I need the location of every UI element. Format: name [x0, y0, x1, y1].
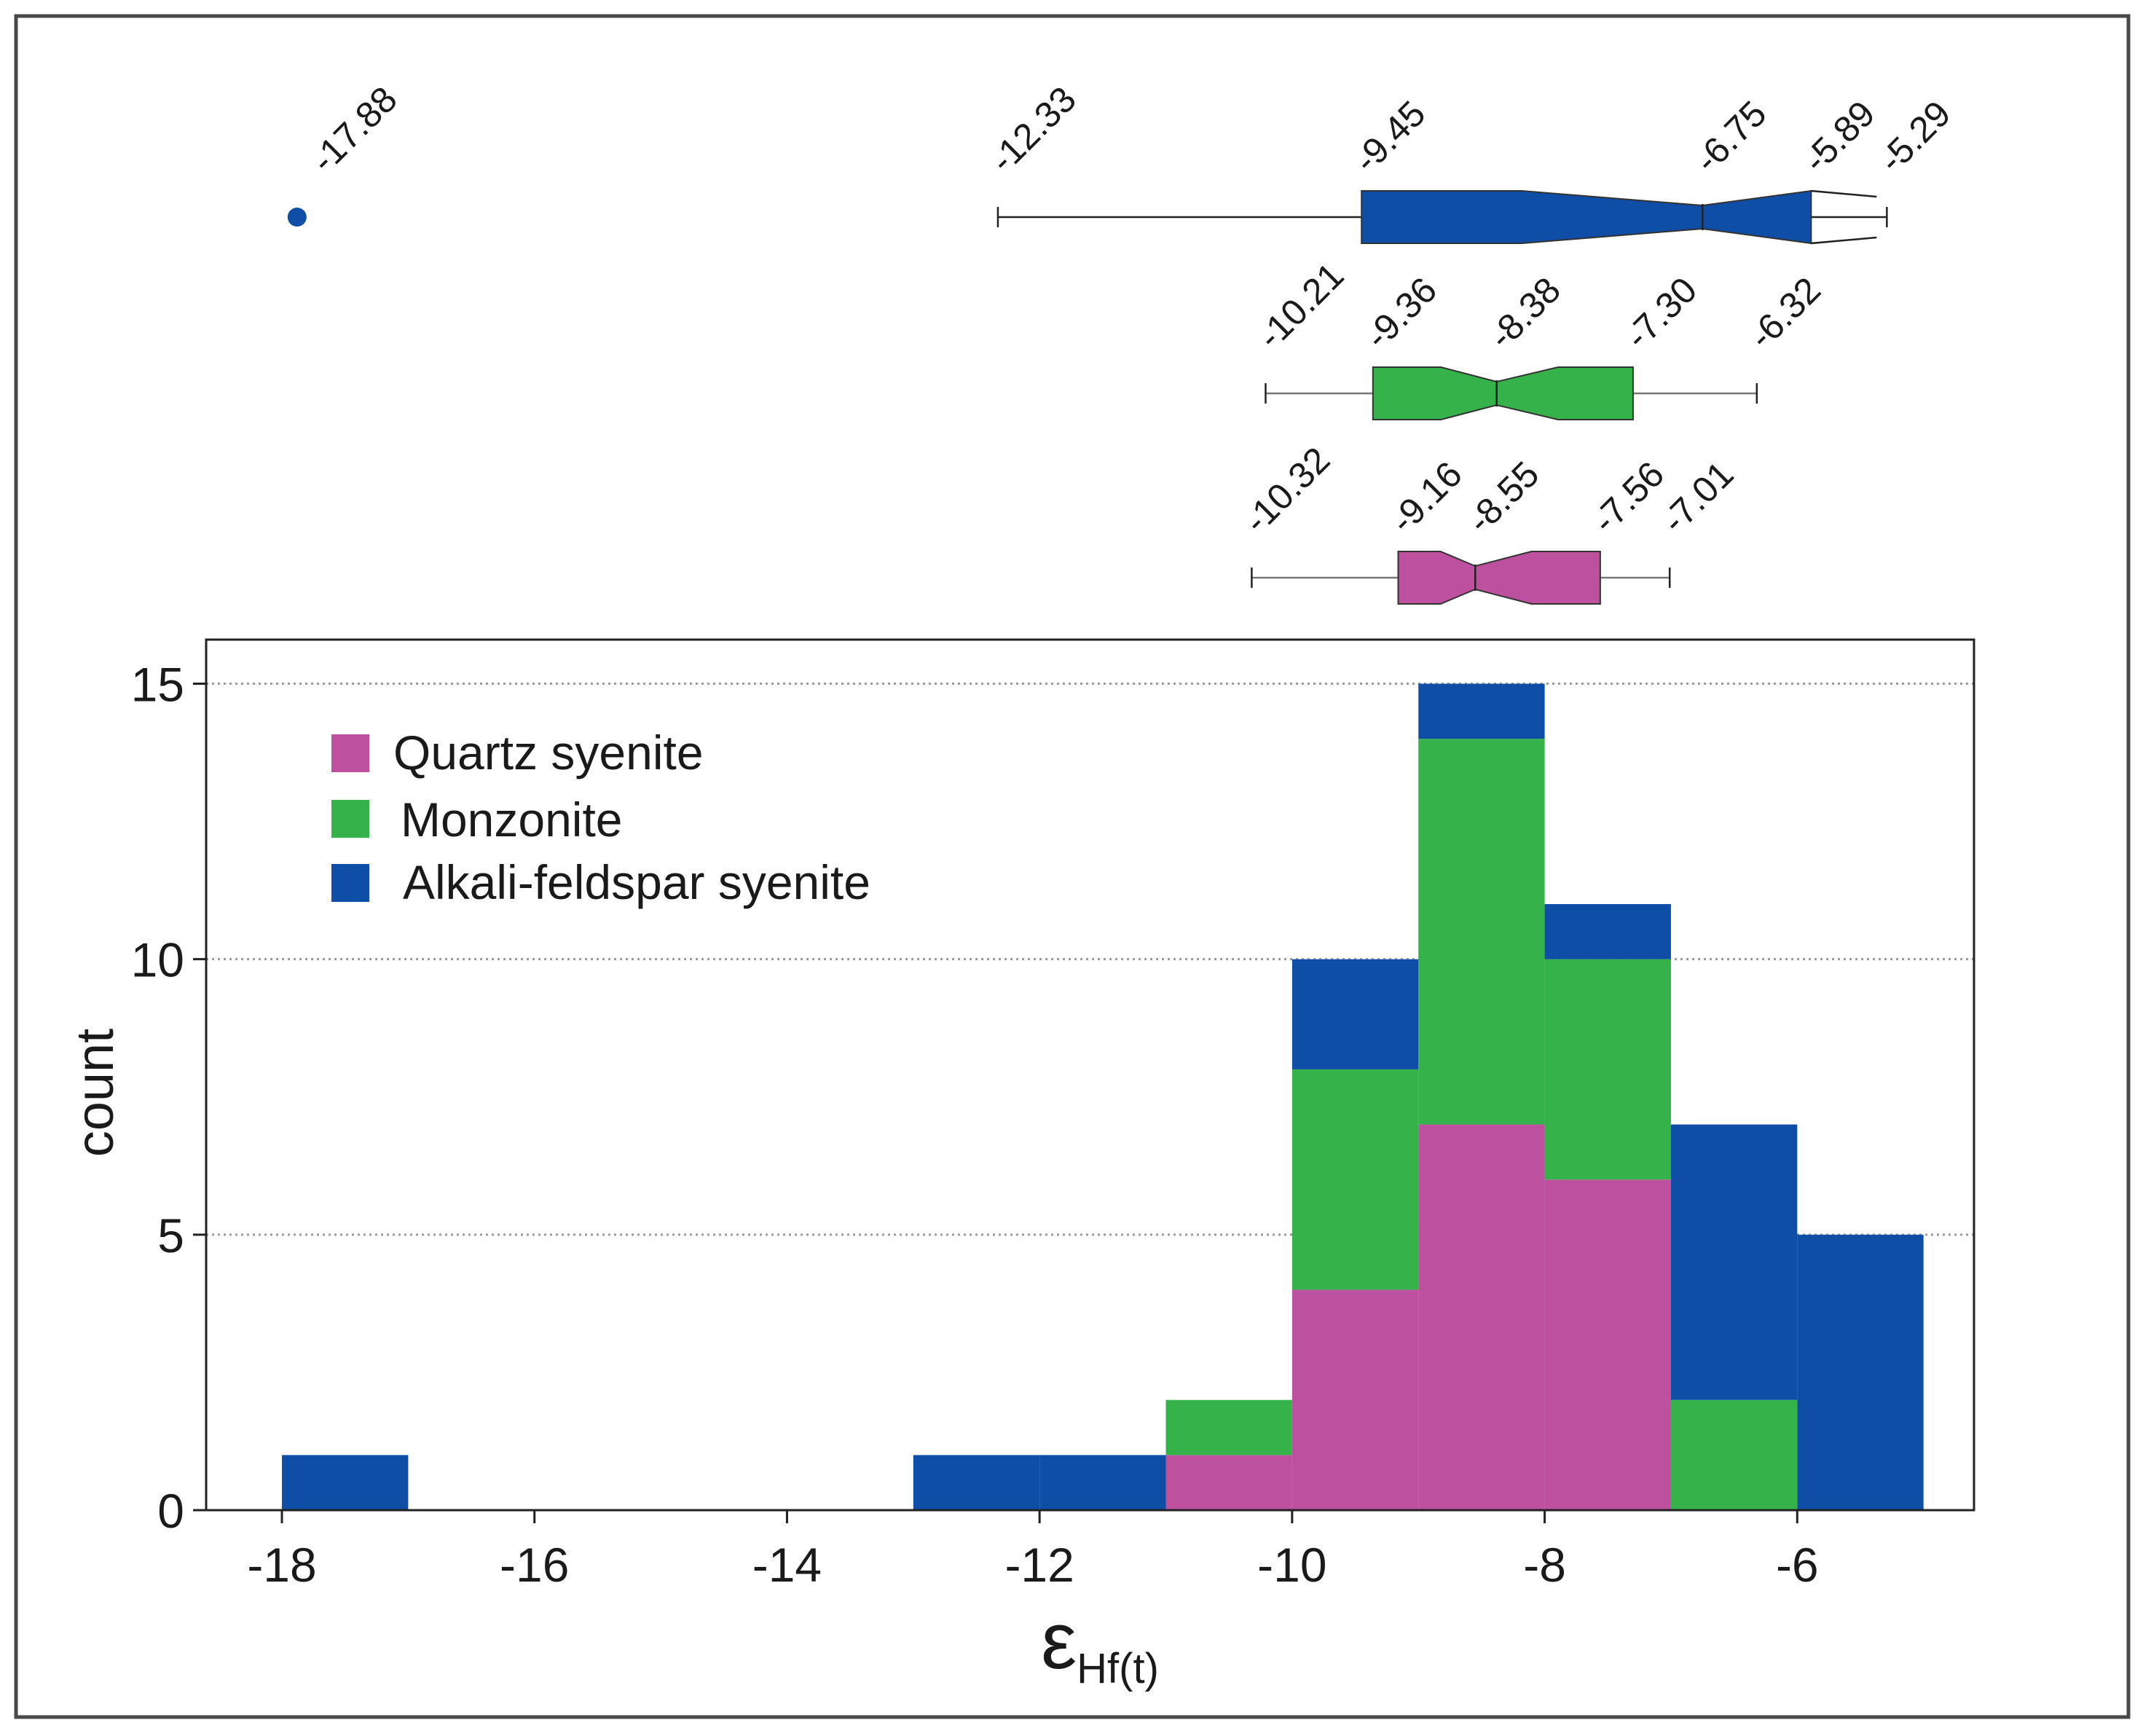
legend-label-alkali-feldspar-syenite: Alkali-feldspar syenite [403, 855, 870, 909]
bar-monzonite-bin--9 [1418, 739, 1545, 1125]
notch-flap-top [1811, 189, 1877, 198]
notched-box [1372, 366, 1634, 420]
axis-ticks: -18 -16 -14 -12 -10 -8 -6 0 5 10 15 [131, 658, 1819, 1592]
bar-quartz-syenite-bin--11 [1165, 1455, 1292, 1510]
x-tick-label: -12 [1004, 1538, 1074, 1592]
bar-monzonite-bin--11 [1165, 1399, 1292, 1456]
y-tick-label: 10 [131, 933, 184, 987]
outlier-point [287, 208, 307, 227]
legend-swatch-alkali-feldspar-syenite [331, 864, 369, 902]
bar-alkali-feldspar-syenite-bin--12 [1039, 1455, 1166, 1510]
histogram-bars [282, 683, 1924, 1510]
bar-quartz-syenite-bin--10 [1291, 1289, 1419, 1510]
bar-alkali-feldspar-syenite-bin--8 [1544, 904, 1671, 959]
bar-alkali-feldspar-syenite-bin--13 [913, 1455, 1040, 1510]
bar-monzonite-bin--10 [1291, 1069, 1419, 1290]
bar-quartz-syenite-bin--8 [1544, 1179, 1671, 1510]
legend: Quartz syenite Monzonite Alkali-feldspar… [331, 726, 870, 909]
bar-alkali-feldspar-syenite-bin--6 [1797, 1234, 1924, 1510]
y-tick-label: 15 [131, 658, 184, 712]
y-tick-label: 0 [157, 1484, 184, 1538]
bar-monzonite-bin--8 [1544, 959, 1671, 1180]
x-axis-title-subscript: Hf(t) [1077, 1645, 1159, 1692]
legend-swatch-quartz-syenite [331, 734, 369, 772]
legend-label-monzonite: Monzonite [401, 793, 623, 847]
x-tick-label: -10 [1257, 1538, 1326, 1592]
bar-alkali-feldspar-syenite-bin--10 [1291, 959, 1419, 1069]
legend-label-quartz-syenite: Quartz syenite [393, 726, 704, 779]
legend-swatch-monzonite [331, 800, 369, 838]
figure-border [14, 14, 2131, 1719]
notch-flap-bottom [1811, 236, 1877, 245]
bar-alkali-feldspar-syenite-bin--9 [1418, 683, 1545, 739]
x-tick-label: -14 [752, 1538, 822, 1592]
bar-alkali-feldspar-syenite-bin--7 [1670, 1124, 1798, 1400]
y-axis-title: count [66, 1029, 125, 1157]
plot-frame [205, 638, 1975, 1512]
x-axis-title: εHf(t) [1041, 1596, 1159, 1692]
x-tick-label: -6 [1776, 1538, 1819, 1592]
x-axis-title-main: ε [1041, 1596, 1077, 1686]
y-tick-label: 5 [157, 1209, 184, 1262]
x-tick-label: -16 [500, 1538, 569, 1592]
notched-box [1397, 551, 1601, 605]
bar-quartz-syenite-bin--9 [1418, 1124, 1545, 1510]
bar-monzonite-bin--7 [1670, 1399, 1798, 1510]
x-tick-label: -8 [1523, 1538, 1566, 1592]
x-tick-label: -18 [247, 1538, 316, 1592]
bar-alkali-feldspar-syenite-bin--18 [282, 1455, 409, 1510]
